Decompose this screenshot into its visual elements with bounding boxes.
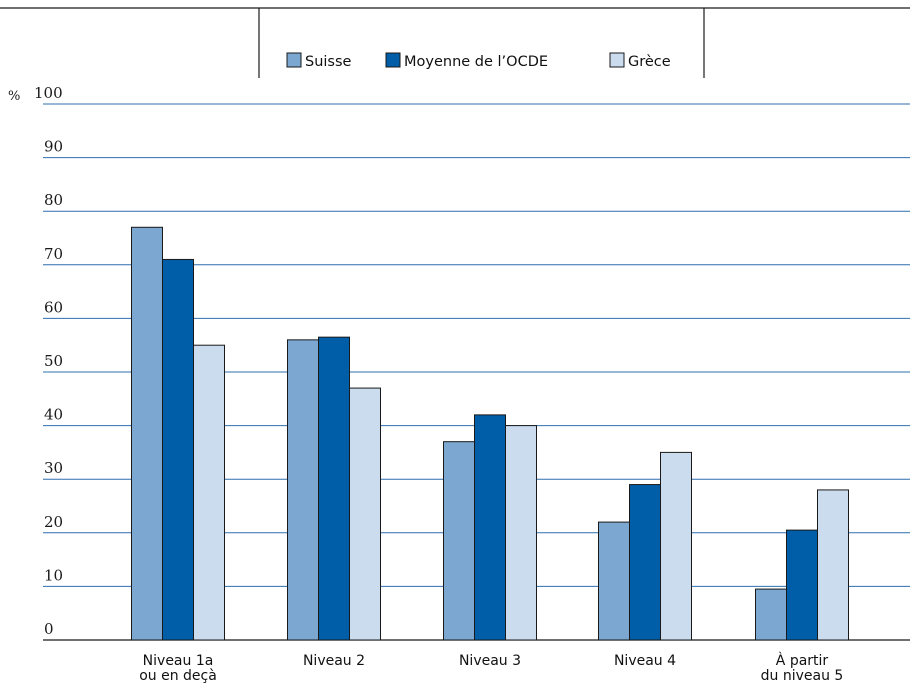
x-category-label-2-line-1: Niveau 2: [303, 653, 365, 669]
y-tick-label-30: 30: [44, 459, 63, 477]
bar-suisse-3: [443, 441, 475, 641]
y-tick-label-0: 0: [44, 620, 54, 638]
bar-moyenne-de-l-ocde-4: [629, 484, 661, 641]
legend: Suisse Moyenne de l’OCDE Grèce: [286, 52, 671, 70]
bar-moyenne-de-l-ocde-5: [786, 529, 818, 641]
bar-suisse-1: [131, 226, 163, 641]
bar-gr-ce-2: [349, 387, 381, 641]
y-tick-label-70: 70: [44, 245, 63, 263]
y-tick-label-20: 20: [44, 513, 63, 531]
y-tick-label-100: 100: [34, 84, 63, 102]
bar-suisse-2: [287, 339, 319, 641]
legend-swatch-1: [286, 52, 302, 68]
x-category-label-1-line-1: Niveau 1a: [143, 653, 214, 669]
bar-gr-ce-4: [660, 451, 692, 641]
bar-suisse-4: [598, 521, 630, 641]
y-tick-label-40: 40: [44, 406, 63, 424]
x-category-label-5-line-2: du niveau 5: [761, 668, 844, 684]
legend-label-1: Suisse: [305, 54, 352, 70]
y-axis-tick-labels: 0 10 20 30 40 50 60 70 80 90 100: [34, 84, 63, 638]
bar-suisse-5: [755, 588, 787, 641]
legend-label-2: Moyenne de l’OCDE: [404, 54, 548, 70]
y-tick-label-80: 80: [44, 191, 63, 209]
x-category-label-5-line-1: À partir: [776, 652, 829, 669]
x-category-label-4-line-1: Niveau 4: [614, 653, 676, 669]
legend-swatch-3: [609, 52, 625, 68]
x-category-label-1-line-2: ou en deçà: [139, 668, 217, 684]
y-tick-label-60: 60: [44, 298, 63, 316]
legend-swatch-2: [385, 52, 401, 68]
bar-moyenne-de-l-ocde-3: [474, 414, 506, 641]
y-tick-label-10: 10: [44, 566, 63, 584]
bar-moyenne-de-l-ocde-2: [318, 336, 350, 641]
bar-gr-ce-3: [505, 425, 537, 641]
bars: [131, 226, 849, 641]
y-tick-label-90: 90: [44, 138, 63, 156]
y-tick-label-50: 50: [44, 352, 63, 370]
y-axis-unit-label: %: [8, 89, 20, 104]
bar-gr-ce-5: [817, 489, 849, 641]
x-category-label-3-line-1: Niveau 3: [459, 653, 521, 669]
legend-label-3: Grèce: [628, 54, 671, 70]
bar-gr-ce-1: [193, 344, 225, 641]
bar-moyenne-de-l-ocde-1: [162, 258, 194, 641]
